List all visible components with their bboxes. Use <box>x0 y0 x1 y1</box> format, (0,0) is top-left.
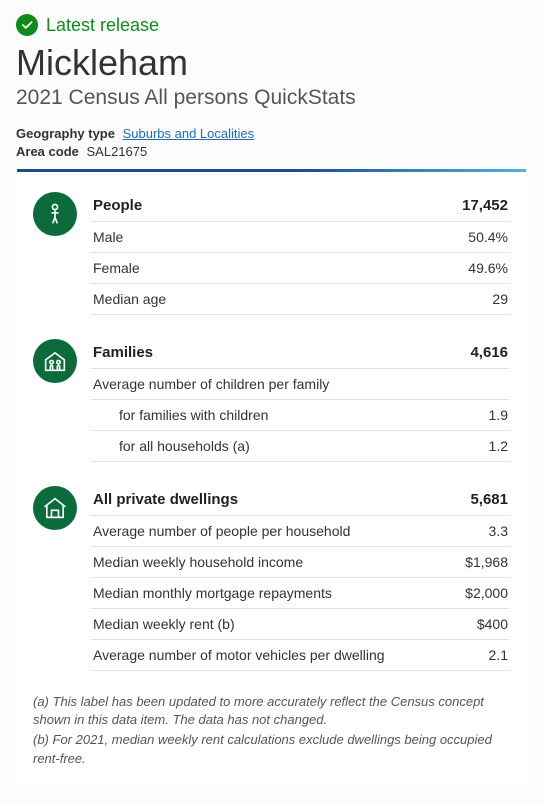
people-section: People 17,452 Male 50.4% Female 49.6% Me… <box>33 190 510 315</box>
release-badge: Latest release <box>16 14 527 36</box>
person-icon <box>33 192 77 236</box>
table-row: Male 50.4% <box>91 222 510 253</box>
families-sub-label-row: Average number of children per family <box>91 369 510 400</box>
families-section: Families 4,616 Average number of childre… <box>33 337 510 462</box>
table-row: Female 49.6% <box>91 253 510 284</box>
table-row: Median weekly rent (b) $400 <box>91 609 510 640</box>
area-code-label: Area code <box>16 144 79 159</box>
table-row: Median weekly household income $1,968 <box>91 547 510 578</box>
footnote-a: (a) This label has been updated to more … <box>33 693 510 729</box>
people-header-name: People <box>93 197 142 214</box>
geography-type-link[interactable]: Suburbs and Localities <box>123 126 255 141</box>
area-code-row: Area code SAL21675 <box>16 144 527 159</box>
dwellings-header-row: All private dwellings 5,681 <box>91 484 510 516</box>
page-subtitle: 2021 Census All persons QuickStats <box>16 86 527 110</box>
geography-type-row: Geography type Suburbs and Localities <box>16 126 527 141</box>
dwellings-header-val: 5,681 <box>470 491 508 508</box>
dwellings-section: All private dwellings 5,681 Average numb… <box>33 484 510 671</box>
table-row: Median monthly mortgage repayments $2,00… <box>91 578 510 609</box>
families-header-row: Families 4,616 <box>91 337 510 369</box>
people-header-row: People 17,452 <box>91 190 510 222</box>
release-label: Latest release <box>46 15 159 36</box>
table-row: for all households (a) 1.2 <box>91 431 510 462</box>
dwellings-header-name: All private dwellings <box>93 491 238 508</box>
page-title: Mickleham <box>16 42 527 84</box>
stats-panel: People 17,452 Male 50.4% Female 49.6% Me… <box>16 169 527 785</box>
table-row: for families with children 1.9 <box>91 400 510 431</box>
house-icon <box>33 486 77 530</box>
footnotes: (a) This label has been updated to more … <box>33 693 510 768</box>
family-icon <box>33 339 77 383</box>
people-header-val: 17,452 <box>462 197 508 214</box>
families-header-name: Families <box>93 344 153 361</box>
table-row: Average number of people per household 3… <box>91 516 510 547</box>
table-row: Average number of motor vehicles per dwe… <box>91 640 510 671</box>
geography-type-label: Geography type <box>16 126 115 141</box>
table-row: Median age 29 <box>91 284 510 315</box>
area-code-value: SAL21675 <box>87 144 148 159</box>
footnote-b: (b) For 2021, median weekly rent calcula… <box>33 731 510 767</box>
check-icon <box>16 14 38 36</box>
families-header-val: 4,616 <box>470 344 508 361</box>
